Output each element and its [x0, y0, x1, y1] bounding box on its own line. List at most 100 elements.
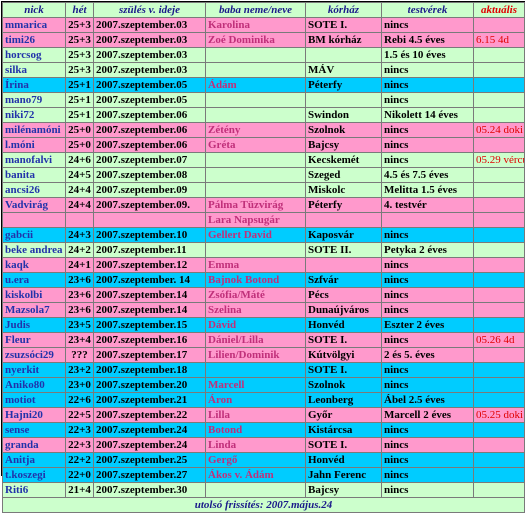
cell-szules: 2007.szeptember.24	[93, 422, 206, 438]
table-row: banita 24+5 2007.szeptember.08 Szeged 4.5 és…	[2, 167, 525, 183]
cell-korhaz: Swindon	[305, 107, 382, 123]
cell-korhaz	[305, 257, 382, 273]
cell-het: 25+1	[65, 77, 94, 93]
cell-testverek: 4.5 és 7.5 éves	[381, 167, 474, 183]
cell-szules: 2007.szeptember.05	[93, 77, 206, 93]
cell-aktualis	[473, 227, 525, 243]
cell-szules: 2007.szeptember.14	[93, 302, 206, 318]
table-row: mmarica 25+3 2007.szeptember.03 Karolina SOT…	[2, 17, 525, 33]
cell-korhaz: Bajcsy	[305, 137, 382, 153]
cell-testverek: nincs	[381, 332, 474, 348]
cell-baba: Lilla	[205, 407, 306, 423]
table-row: Aniko80 23+0 2007.szeptember.20 Marcell Szol…	[2, 377, 525, 393]
cell-aktualis	[473, 167, 525, 183]
cell-het: 24+4	[65, 197, 94, 213]
cell-szules: 2007.szeptember.09	[93, 182, 206, 198]
cell-aktualis	[473, 392, 525, 408]
cell-het: 23+2	[65, 362, 94, 378]
cell-nick: Riti6	[2, 482, 66, 498]
cell-nick: l.móni	[2, 137, 66, 153]
cell-baba	[205, 62, 306, 78]
cell-nick: kiskolbi	[2, 287, 66, 303]
table-row: nyerkit 23+2 2007.szeptember.18 SOTE I. ninc…	[2, 362, 525, 378]
cell-szules: 2007.szeptember.05	[93, 92, 206, 108]
cell-testverek: nincs	[381, 482, 474, 498]
table-row: horcsog 25+3 2007.szeptember.03 1.5 és 10 é…	[2, 47, 525, 63]
cell-korhaz: MÁV	[305, 62, 382, 78]
cell-aktualis	[473, 197, 525, 213]
cell-aktualis	[473, 137, 525, 153]
cell-nick: Vadvirág	[2, 197, 66, 213]
cell-aktualis	[473, 212, 525, 228]
header-szules: szülés v. ideje	[93, 2, 206, 18]
cell-testverek: 2 és 5. éves	[381, 347, 474, 363]
cell-szules: 2007.szeptember.06	[93, 122, 206, 138]
cell-het: 22+2	[65, 452, 94, 468]
cell-szules: 2007.szeptember.12	[93, 257, 206, 273]
cell-szules: 2007.szeptember.25	[93, 452, 206, 468]
cell-baba	[205, 152, 306, 168]
cell-baba	[205, 362, 306, 378]
cell-het: 23+4	[65, 332, 94, 348]
cell-nick: Judis	[2, 317, 66, 333]
cell-aktualis: 05.29 vércukor	[473, 152, 525, 168]
cell-testverek: nincs	[381, 77, 474, 93]
table-row: Anitja 22+2 2007.szeptember.25 Gergő Honvéd n…	[2, 452, 525, 468]
cell-het: 22+3	[65, 437, 94, 453]
cell-baba: Gellert David	[205, 227, 306, 243]
cell-testverek: Marcell 2 éves	[381, 407, 474, 423]
cell-aktualis	[473, 422, 525, 438]
cell-aktualis: 05.25 doki	[473, 407, 525, 423]
cell-baba: Pálma Tüzvirág	[205, 197, 306, 213]
table-row: granda 22+3 2007.szeptember.24 Linda SOTE I.…	[2, 437, 525, 453]
cell-korhaz: Honvéd	[305, 452, 382, 468]
cell-baba: Szelina	[205, 302, 306, 318]
cell-testverek: nincs	[381, 287, 474, 303]
cell-het: 23+0	[65, 377, 94, 393]
cell-het: 25+0	[65, 122, 94, 138]
cell-testverek: nincs	[381, 17, 474, 33]
cell-szules: 2007.szeptember.06	[93, 107, 206, 123]
cell-korhaz: SOTE I.	[305, 437, 382, 453]
cell-korhaz: Honvéd	[305, 317, 382, 333]
table-row: mano79 25+1 2007.szeptember.05 nincs	[2, 92, 525, 108]
header-korhaz: kórház	[305, 2, 382, 18]
table-row: niki72 25+1 2007.szeptember.06 Swindon Nikol…	[2, 107, 525, 123]
cell-testverek: nincs	[381, 362, 474, 378]
cell-aktualis	[473, 77, 525, 93]
cell-het: 25+0	[65, 137, 94, 153]
cell-nick: Mazsola7	[2, 302, 66, 318]
cell-nick: silka	[2, 62, 66, 78]
cell-testverek: Ábel 2.5 éves	[381, 392, 474, 408]
cell-baba	[205, 167, 306, 183]
cell-baba: Linda	[205, 437, 306, 453]
table-row: silka 25+3 2007.szeptember.03 MÁV nincs	[2, 62, 525, 78]
cell-het: 25+3	[65, 47, 94, 63]
cell-szules: 2007.szeptember.03	[93, 62, 206, 78]
cell-nick: motiot	[2, 392, 66, 408]
cell-szules: 2007.szeptember.07	[93, 152, 206, 168]
cell-szules: 2007.szeptember.09.	[93, 197, 206, 213]
cell-korhaz: Kistárcsa	[305, 422, 382, 438]
cell-testverek: 4. testvér	[381, 197, 474, 213]
cell-testverek: nincs	[381, 452, 474, 468]
cell-aktualis	[473, 182, 525, 198]
table-row: kaqk 24+1 2007.szeptember.12 Emma nincs	[2, 257, 525, 273]
cell-szules: 2007.szeptember.10	[93, 227, 206, 243]
table-row: Írina 25+1 2007.szeptember.05 Ádám Péterfy ni…	[2, 77, 525, 93]
cell-szules: 2007.szeptember.22	[93, 407, 206, 423]
cell-szules: 2007.szeptember.11	[93, 242, 206, 258]
table-row: kiskolbi 23+6 2007.szeptember.14 Zsófia/Mát…	[2, 287, 525, 303]
cell-het: 22+0	[65, 467, 94, 483]
cell-het: 24+6	[65, 152, 94, 168]
cell-baba	[205, 92, 306, 108]
cell-testverek: nincs	[381, 377, 474, 393]
table-row: timi26 25+3 2007.szeptember.03 Zoé Dominika…	[2, 32, 525, 48]
cell-testverek: 1.5 és 10 éves	[381, 47, 474, 63]
cell-het: 21+4	[65, 482, 94, 498]
header-het: hét	[65, 2, 94, 18]
cell-szules: 2007.szeptember.03	[93, 32, 206, 48]
cell-testverek: nincs	[381, 302, 474, 318]
cell-baba: Lilien/Dominik	[205, 347, 306, 363]
